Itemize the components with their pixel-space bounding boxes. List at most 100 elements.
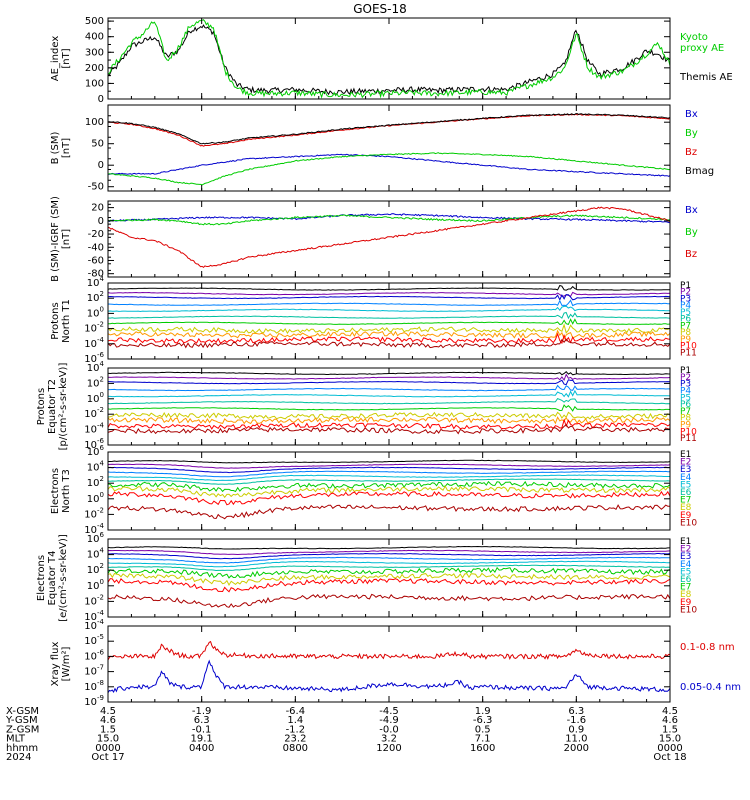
figure-title: GOES-18	[353, 2, 407, 16]
plot-area-xray	[108, 640, 670, 694]
x-row-value-hhmm: 0000	[95, 743, 120, 754]
legend-entry-ae-proxy-ae: proxy AE	[680, 43, 724, 54]
x-row-value-hhmm: 1200	[376, 743, 401, 754]
x-row-value-mlt: 15.0	[659, 734, 681, 745]
panel-frame-p_equator	[107, 367, 671, 446]
series-line-ae-themis-ae	[108, 24, 670, 96]
legend-entry-e_north-e5: E5	[680, 480, 691, 490]
y-tick-label-p_north: 10-2	[84, 321, 104, 335]
y-tick-label-ae: 500	[85, 16, 104, 27]
y-tick-label-p_equator: 10-6	[84, 437, 104, 451]
legend-entry-p_equator-p1: P1	[680, 366, 691, 376]
plot-area-e_north	[108, 459, 670, 520]
legend-entry-xray-0-05-0-4-nm: 0.05-0.4 nm	[680, 682, 741, 693]
x-row-value-mlt: 15.0	[97, 734, 119, 745]
legend-entry-p_north-p9: P9	[680, 335, 691, 345]
x-row-value-x-gsm: 1.9	[475, 706, 491, 717]
x-row-value-z-gsm: -0.1	[192, 724, 212, 735]
x-row-value-x-gsm: 4.5	[662, 706, 678, 717]
y-axis-label-p_equator: Protons	[36, 388, 47, 425]
channel-line-p_north-p4	[108, 299, 670, 307]
legend-entry-e_equator-e2: E2	[680, 545, 691, 555]
y-tick-label-p_north: 10-4	[84, 336, 104, 350]
channel-line-e_equator-e10	[108, 593, 670, 608]
panel-b: -50 0 50 100 B (SM) [nT] Bx By Bz Bmag	[50, 104, 714, 193]
x-row-value-y-gsm: 4.6	[662, 715, 678, 726]
y-tick-label-dbl: -80	[88, 269, 104, 280]
legend-entry-p_north-p1: P1	[680, 281, 691, 291]
legend-entry-p_north-p8: P8	[680, 328, 691, 338]
channel-line-p_north-p8	[108, 323, 670, 335]
panel-dbl: -80 -60 -40 -20 0 20 B (SM)-IGRF (SM) [nT] Bx By B…	[50, 196, 698, 282]
y-tick-label-e_equator: 10-4	[84, 609, 104, 623]
channel-line-p_equator-p3	[108, 379, 670, 386]
panel-frame-b	[107, 104, 671, 192]
y-tick-label-xray: 10-9	[84, 694, 104, 708]
x-row-value-z-gsm: -0.0	[379, 724, 399, 735]
x-row-value-mlt: 23.2	[284, 734, 306, 745]
series-line-xray-0-1-0-8-nm	[108, 640, 670, 661]
legend-entry-e_equator-e3: E3	[680, 552, 691, 562]
y-tick-label-b: 100	[85, 117, 104, 128]
legend-entry-e_north-e3: E3	[680, 465, 691, 475]
channel-line-p_north-p7	[108, 318, 670, 326]
x-row-value-hhmm: 0000	[657, 743, 682, 754]
x-row-value-mlt: 3.2	[381, 734, 397, 745]
x-row-value-mlt: 19.1	[191, 734, 213, 745]
y-axis-label-ae: [nT]	[61, 48, 72, 68]
channel-line-p_equator-p4	[108, 384, 670, 392]
x-row-value-z-gsm: 1.5	[100, 724, 116, 735]
channel-line-e_north-e6	[108, 478, 670, 485]
legend-entry-b-by: By	[685, 128, 698, 139]
y-tick-label-p_equator: 104	[87, 360, 105, 374]
legend-entry-e_equator-e9: E9	[680, 598, 692, 608]
channel-line-p_equator-p7	[108, 404, 670, 412]
y-tick-label-b: 50	[91, 139, 104, 150]
y-tick-label-dbl: -20	[88, 229, 104, 240]
channel-line-p_north-p10	[108, 332, 670, 345]
legend-entry-dbl-by: By	[685, 227, 698, 238]
y-axis-label-p_north: North T1	[61, 299, 72, 343]
x-row-value-x-gsm: -1.9	[192, 706, 212, 717]
y-axis-label-b: [nT]	[61, 138, 72, 158]
legend-entry-p_equator-p10: P10	[680, 427, 697, 437]
x-row-value-y-gsm: -4.9	[379, 715, 399, 726]
x-row-value-2024: Oct 18	[653, 752, 686, 763]
y-tick-label-dbl: 0	[98, 216, 104, 227]
y-tick-label-e_equator: 104	[87, 547, 105, 561]
channel-line-e_north-e3	[108, 466, 670, 474]
y-tick-label-p_north: 102	[87, 290, 104, 304]
channel-line-e_equator-e4	[108, 556, 670, 564]
y-tick-label-xray: 10-4	[84, 618, 104, 632]
y-tick-label-e_north: 100	[87, 491, 104, 505]
channel-line-e_north-e8	[108, 485, 670, 499]
y-tick-label-xray: 10-8	[84, 679, 104, 693]
legend-entry-e_equator-e8: E8	[680, 590, 692, 600]
channel-line-p_equator-p11	[108, 423, 670, 435]
plot-area-b	[108, 113, 670, 186]
legend-entry-p_equator-p4: P4	[680, 386, 691, 396]
series-line-dbl-bx	[108, 213, 670, 224]
legend-entry-p_equator-p8: P8	[680, 414, 691, 424]
x-row-label-hhmm: hhmm	[6, 743, 38, 754]
legend-entry-p_equator-p5: P5	[680, 393, 691, 403]
channel-line-p_north-p6	[108, 311, 670, 320]
legend-entry-p_equator-p3: P3	[680, 380, 691, 390]
y-tick-label-p_equator: 100	[87, 391, 104, 405]
legend-entry-e_north-e10: E10	[680, 518, 697, 528]
legend-entry-e_north-e2: E2	[680, 458, 691, 468]
legend-entry-e_north-e4: E4	[680, 473, 692, 483]
x-row-value-mlt: 7.1	[475, 734, 491, 745]
y-tick-label-xray: 10-5	[84, 633, 104, 647]
y-tick-label-p_equator: 102	[87, 375, 104, 389]
y-axis-label-e_north: Electrons	[50, 468, 61, 514]
channel-line-e_north-e7	[108, 480, 670, 493]
series-line-b-bz	[108, 113, 670, 147]
channel-line-p_north-p5	[108, 305, 670, 313]
channel-line-e_north-e9	[108, 490, 670, 506]
legend-entry-e_north-e6: E6	[680, 488, 692, 498]
y-axis-label-dbl: [nT]	[61, 229, 72, 249]
